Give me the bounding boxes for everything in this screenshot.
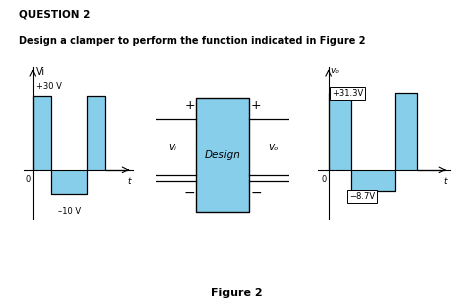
Bar bbox=[196, 98, 249, 212]
Text: −: − bbox=[184, 186, 195, 200]
Text: 0: 0 bbox=[26, 175, 31, 184]
Text: +: + bbox=[251, 99, 261, 112]
Text: −8.7V: −8.7V bbox=[349, 192, 375, 202]
Text: 0: 0 bbox=[321, 175, 327, 184]
Text: −: − bbox=[250, 186, 262, 200]
Text: Figure 2: Figure 2 bbox=[211, 288, 263, 298]
Text: Design: Design bbox=[205, 150, 241, 160]
Text: vₒ: vₒ bbox=[268, 142, 278, 152]
Text: +: + bbox=[184, 99, 195, 112]
Text: t: t bbox=[444, 177, 447, 186]
Text: t: t bbox=[127, 177, 131, 186]
Text: QUESTION 2: QUESTION 2 bbox=[19, 9, 91, 19]
Text: vᵢ: vᵢ bbox=[168, 142, 176, 152]
Text: +31.3V: +31.3V bbox=[332, 88, 363, 98]
Text: Vi: Vi bbox=[36, 67, 45, 77]
Text: vₒ: vₒ bbox=[331, 66, 340, 75]
Text: Design a clamper to perform the function indicated in Figure 2: Design a clamper to perform the function… bbox=[19, 36, 365, 47]
Text: –10 V: –10 V bbox=[57, 207, 81, 216]
Text: +30 V: +30 V bbox=[36, 82, 62, 91]
